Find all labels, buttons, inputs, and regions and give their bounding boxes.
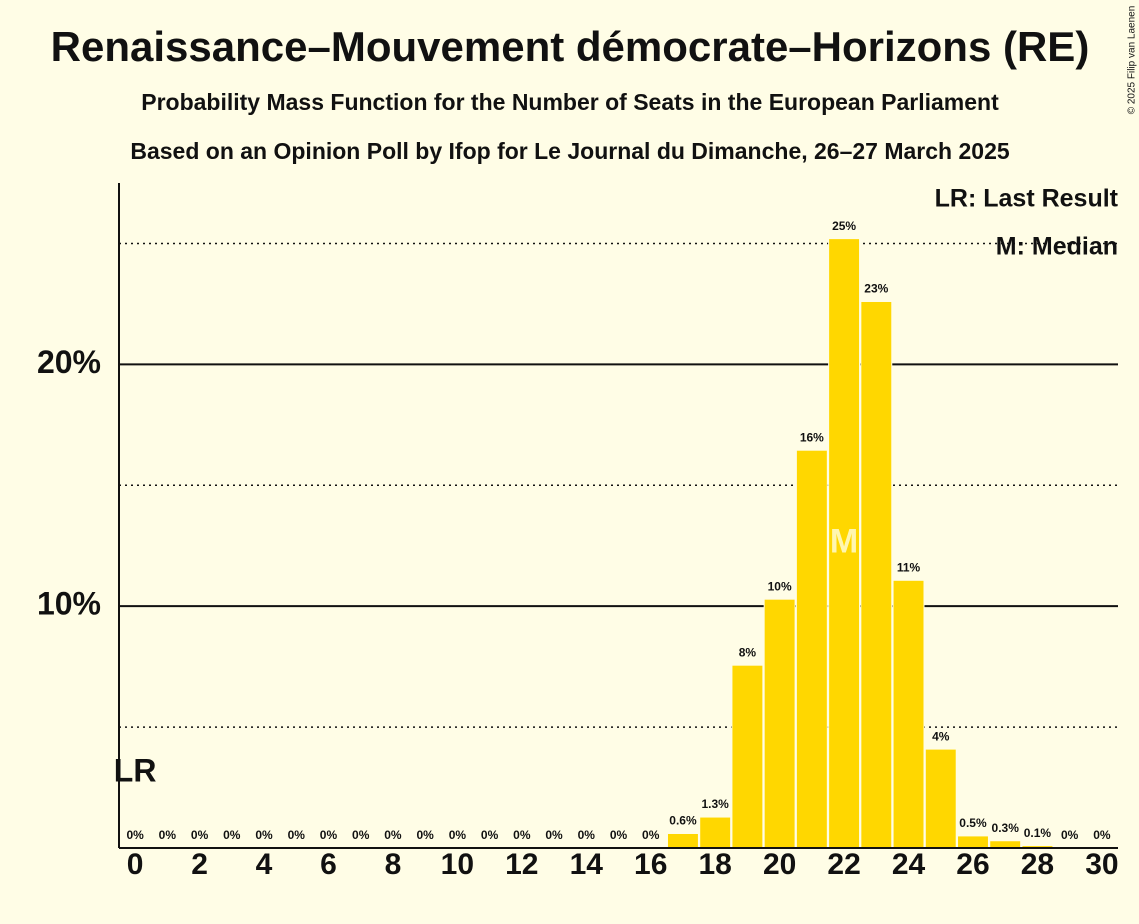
last-result-marker: LR <box>114 752 157 788</box>
value-label: 0% <box>416 828 434 842</box>
bar <box>763 598 796 849</box>
value-label: 11% <box>897 560 921 574</box>
x-tick-label: 2 <box>191 848 208 881</box>
bar <box>860 300 893 849</box>
value-label: 0% <box>449 828 467 842</box>
value-label: 0% <box>1061 828 1079 842</box>
value-label: 8% <box>739 645 757 659</box>
x-tick-label: 6 <box>320 848 337 881</box>
chart-subtitle: Probability Mass Function for the Number… <box>141 89 999 115</box>
bar <box>731 664 764 849</box>
x-tick-label: 14 <box>570 848 604 881</box>
value-label: 0.6% <box>669 814 697 828</box>
x-tick-label: 26 <box>956 848 989 881</box>
value-label: 0% <box>288 828 306 842</box>
value-label: 0.5% <box>959 816 987 830</box>
value-label: 0% <box>191 828 209 842</box>
value-label: 16% <box>800 430 824 444</box>
x-tick-label: 4 <box>256 848 273 881</box>
bar <box>924 748 957 849</box>
value-label: 0% <box>481 828 499 842</box>
chart-title: Renaissance–Mouvement démocrate–Horizons… <box>51 23 1090 70</box>
x-tick-label: 12 <box>505 848 538 881</box>
value-label: 25% <box>832 219 856 233</box>
x-tick-label: 18 <box>698 848 731 881</box>
chart-subtitle: Based on an Opinion Poll by Ifop for Le … <box>130 138 1010 164</box>
value-label: 1.3% <box>701 797 729 811</box>
bar <box>957 835 989 849</box>
value-label: 0% <box>610 828 628 842</box>
y-tick-label: 20% <box>37 344 101 380</box>
bar <box>795 449 828 849</box>
x-tick-label: 24 <box>892 848 926 881</box>
x-tick-label: 10 <box>441 848 474 881</box>
x-tick-label: 28 <box>1021 848 1054 881</box>
x-tick-label: 22 <box>827 848 860 881</box>
value-label: 0.1% <box>1024 826 1052 840</box>
value-label: 0% <box>352 828 370 842</box>
bar <box>666 832 699 849</box>
value-label: 10% <box>768 579 792 593</box>
bar <box>828 238 861 849</box>
legend-entry: M: Median <box>996 233 1118 261</box>
value-label: 0% <box>1093 828 1111 842</box>
x-tick-label: 16 <box>634 848 667 881</box>
value-label: 0% <box>642 828 660 842</box>
value-label: 0% <box>223 828 241 842</box>
bar <box>892 579 925 849</box>
value-label: 0% <box>384 828 402 842</box>
copyright: © 2025 Filip van Laenen <box>1127 6 1138 115</box>
value-label: 0.3% <box>992 821 1020 835</box>
value-label: 0% <box>545 828 563 842</box>
value-label: 0% <box>513 828 531 842</box>
value-label: 0% <box>320 828 338 842</box>
legend-entry: LR: Last Result <box>935 185 1119 213</box>
value-label: 0% <box>126 828 144 842</box>
value-label: 0% <box>255 828 273 842</box>
x-tick-label: 8 <box>385 848 402 881</box>
value-label: 4% <box>932 729 950 743</box>
value-label: 0% <box>578 828 596 842</box>
x-tick-label: 30 <box>1085 848 1118 881</box>
bar <box>989 840 1022 849</box>
bar <box>699 816 732 849</box>
value-label: 23% <box>864 282 888 296</box>
x-tick-label: 20 <box>763 848 796 881</box>
value-label: 0% <box>159 828 177 842</box>
y-tick-label: 10% <box>37 586 101 622</box>
x-tick-label: 0 <box>127 848 144 881</box>
median-marker: M <box>830 522 858 560</box>
